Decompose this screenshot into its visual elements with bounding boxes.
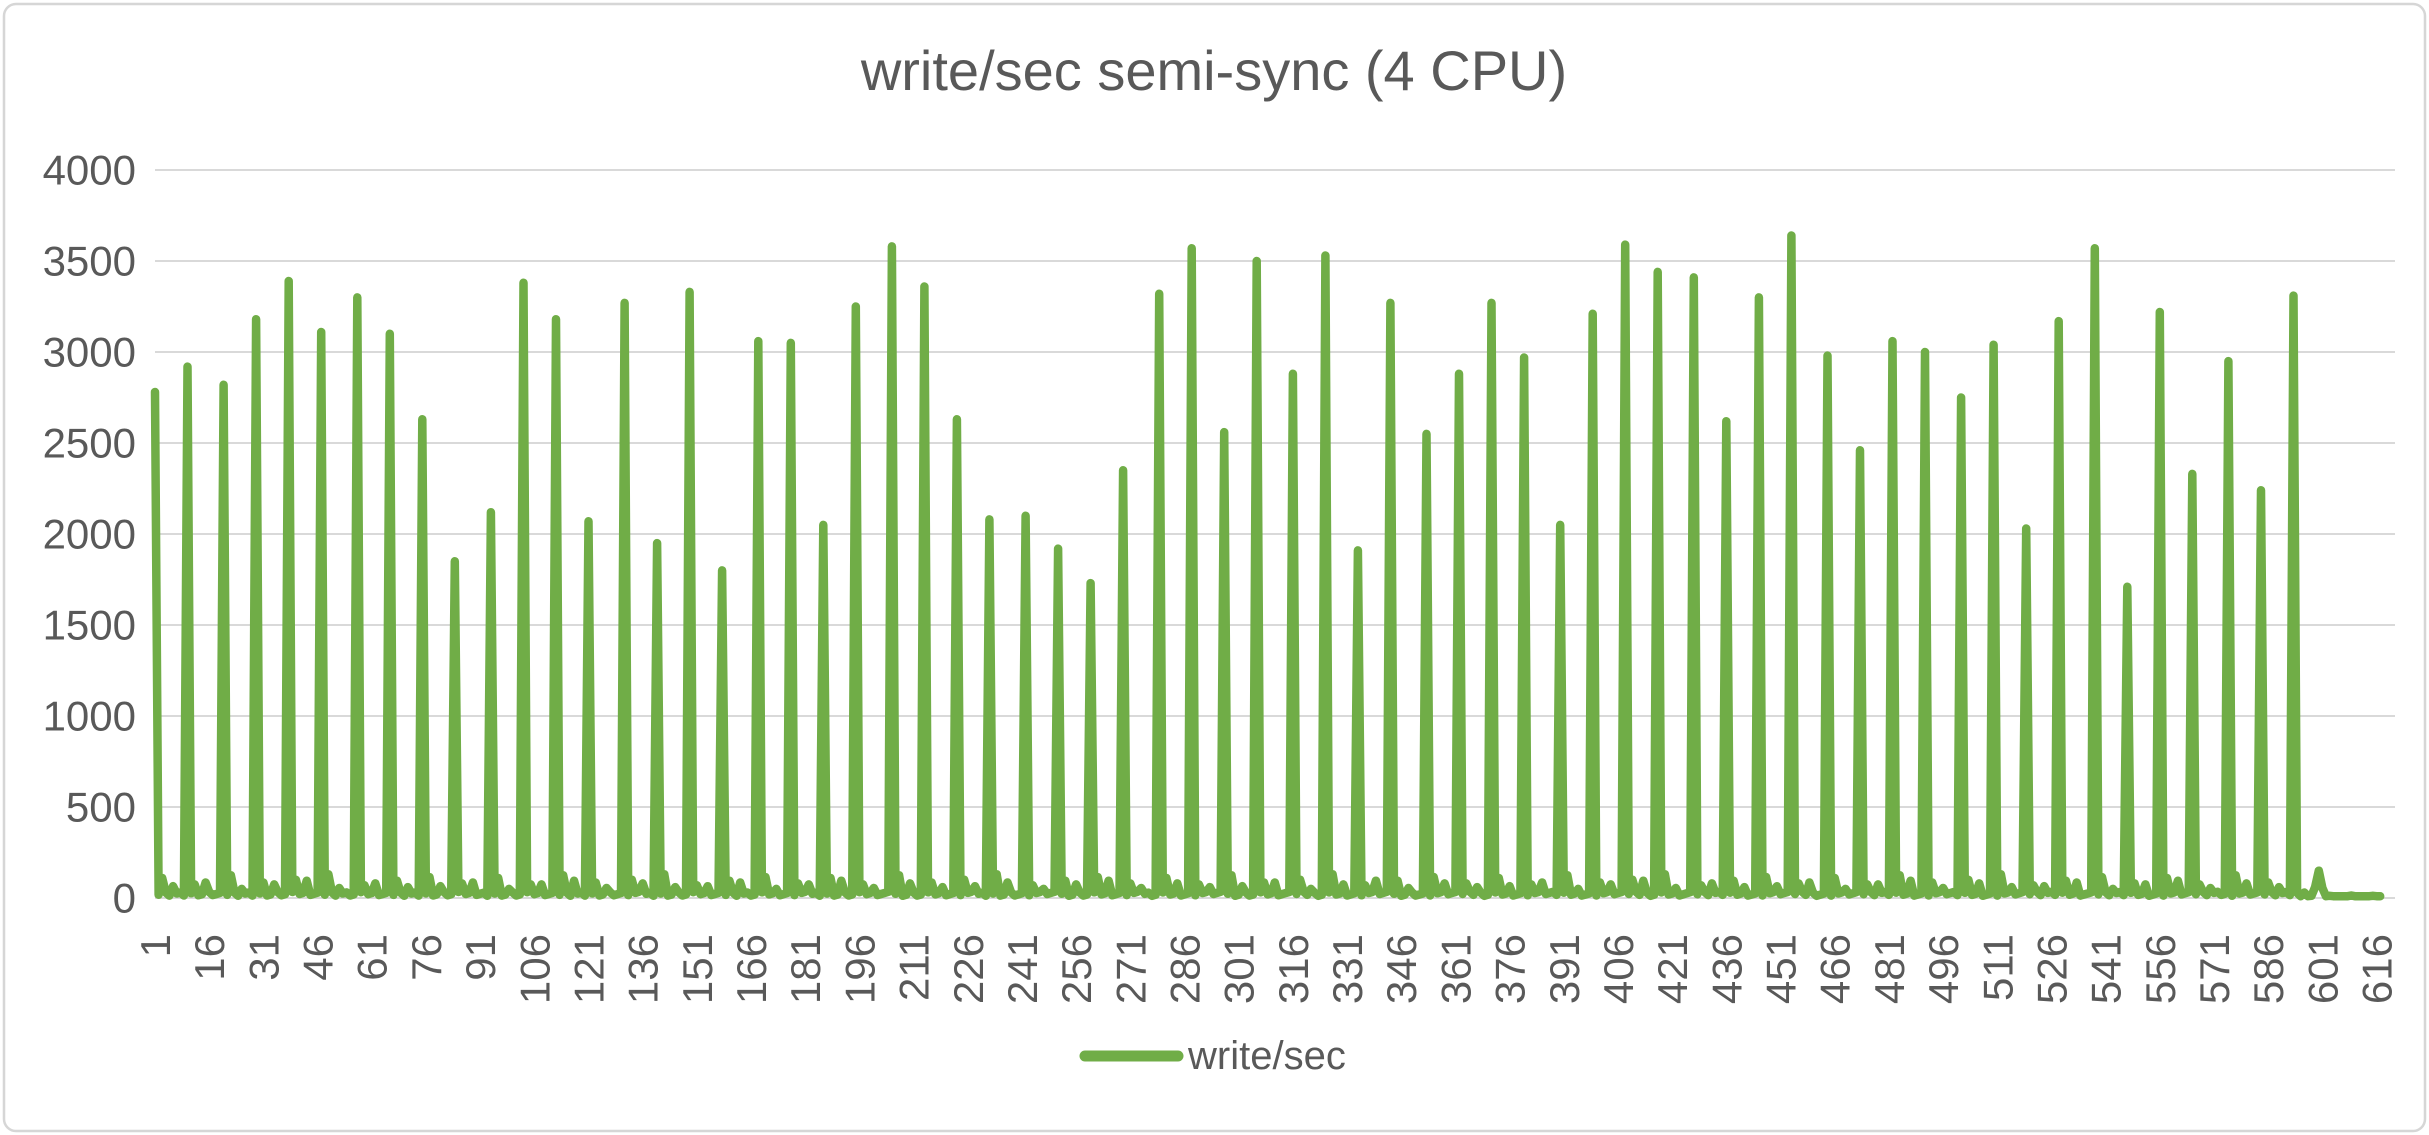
x-tick-label: 331 [1324,934,1371,1004]
y-axis-labels: 0 500 1000 1500 2000 2500 3000 3500 4000 [43,147,136,922]
x-tick-label: 496 [1920,934,1967,1004]
x-tick-label: 391 [1541,934,1588,1004]
x-tick-label: 421 [1649,934,1696,1004]
x-tick-label: 136 [620,934,667,1004]
legend-label: write/sec [1187,1034,1346,1078]
x-tick-label: 586 [2245,934,2292,1004]
x-tick-label: 46 [295,934,342,981]
x-tick-label: 76 [403,934,450,981]
y-tick-label: 2500 [43,420,136,467]
y-tick-label: 2000 [43,511,136,558]
y-tick-label: 0 [113,875,136,922]
x-tick-label: 211 [891,934,938,1001]
x-axis-labels: 1 16 31 46 61 76 91 106 121 136 151 166 181 196 211 226… [132,934,2401,1004]
x-tick-label: 616 [2354,934,2401,1004]
x-tick-label: 406 [1595,934,1642,1004]
x-tick-label: 526 [2028,934,2075,1004]
x-tick-label: 31 [240,934,287,981]
series-line-write-per-sec [150,231,2385,901]
x-tick-label: 181 [782,934,829,1004]
x-tick-label: 436 [1703,934,1750,1004]
x-tick-label: 91 [457,934,504,981]
x-tick-label: 361 [1432,934,1479,1004]
x-tick-label: 256 [1053,934,1100,1004]
x-tick-label: 541 [2083,934,2130,1004]
x-tick-label: 601 [2299,934,2346,1004]
x-tick-label: 556 [2137,934,2184,1004]
x-tick-label: 106 [511,934,558,1004]
y-tick-label: 500 [66,784,136,831]
y-tick-label: 4000 [43,147,136,194]
y-tick-label: 3500 [43,238,136,285]
x-tick-label: 571 [2191,934,2238,1004]
chart-title: write/sec semi-sync (4 CPU) [860,39,1567,102]
x-tick-label: 166 [728,934,775,1004]
x-tick-label: 286 [1161,934,1208,1004]
x-tick-label: 196 [836,934,883,1004]
x-tick-label: 121 [565,934,612,1004]
x-tick-label: 376 [1487,934,1534,1004]
x-tick-label: 301 [1216,934,1263,1004]
y-tick-label: 3000 [43,329,136,376]
x-tick-label: 481 [1866,934,1913,1004]
x-tick-label: 451 [1758,934,1805,1004]
x-tick-label: 466 [1812,934,1859,1004]
x-tick-label: 226 [945,934,992,1004]
x-tick-label: 61 [349,934,396,981]
x-tick-label: 511 [1974,934,2021,1001]
legend: write/sec [1079,1034,1346,1078]
y-tick-label: 1000 [43,693,136,740]
x-tick-label: 151 [674,934,721,1004]
x-tick-label: 16 [186,934,233,981]
x-tick-label: 241 [999,934,1046,1004]
x-tick-label: 271 [1107,934,1154,1004]
x-tick-label: 346 [1378,934,1425,1004]
x-tick-label: 316 [1270,934,1317,1004]
y-tick-label: 1500 [43,602,136,649]
x-tick-label: 1 [132,934,179,957]
